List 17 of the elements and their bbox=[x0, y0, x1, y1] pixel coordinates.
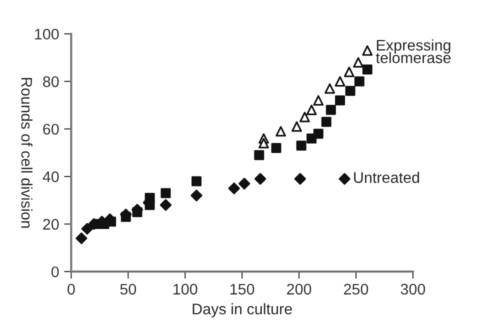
y-tick-label: 20 bbox=[43, 218, 59, 230]
x-tick-label: 200 bbox=[287, 284, 312, 295]
y-tick-label: 80 bbox=[43, 76, 59, 88]
series-label: Untreated bbox=[354, 172, 420, 183]
series-label: Expressing telomerase bbox=[376, 39, 451, 64]
x-tick-label: 300 bbox=[400, 284, 426, 295]
x-axis-title: Days in culture bbox=[192, 303, 292, 318]
x-tick-label: 0 bbox=[68, 284, 75, 295]
x-tick-label: 50 bbox=[120, 284, 136, 295]
y-tick-label: 0 bbox=[51, 266, 59, 278]
y-tick-label: 100 bbox=[35, 28, 59, 40]
x-tick-label: 250 bbox=[344, 284, 368, 295]
y-tick-label: 60 bbox=[43, 124, 59, 135]
y-axis-title: Rounds of cell division bbox=[21, 78, 32, 228]
x-tick-label: 100 bbox=[174, 284, 198, 295]
x-tick-label: 150 bbox=[230, 284, 254, 295]
y-tick-label: 40 bbox=[42, 171, 59, 182]
